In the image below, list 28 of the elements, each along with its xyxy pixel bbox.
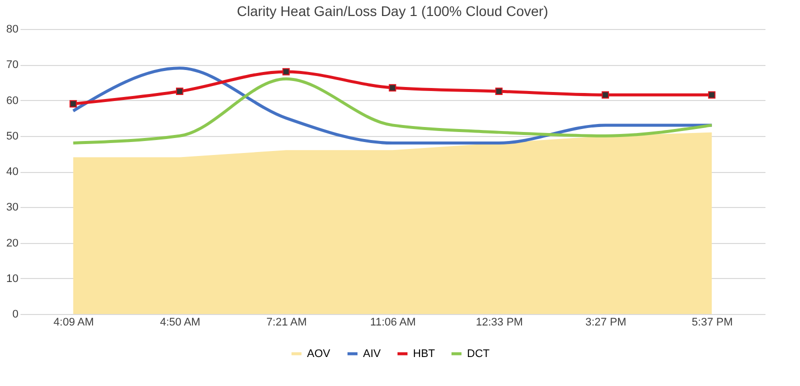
point <box>708 91 716 99</box>
x-tick-label: 3:27 PM <box>585 316 626 328</box>
legend-label: AIV <box>363 348 382 360</box>
point <box>388 84 396 92</box>
point <box>176 88 184 96</box>
x-tick-label: 11:06 AM <box>370 316 416 328</box>
y-tick-label: 50 <box>6 130 18 142</box>
legend-label: DCT <box>467 348 490 360</box>
legend-label: HBT <box>413 348 436 360</box>
point <box>282 68 290 76</box>
x-tick-label: 4:09 AM <box>54 316 94 328</box>
y-tick-label: 70 <box>6 59 18 72</box>
y-tick-label: 0 <box>12 308 18 320</box>
point <box>495 88 503 96</box>
x-tick-label: 4:50 AM <box>160 316 200 328</box>
y-tick-label: 80 <box>6 24 18 36</box>
x-tick-label: 7:21 AM <box>266 316 307 328</box>
y-tick-label: 20 <box>6 237 18 250</box>
point <box>70 100 77 108</box>
x-tick-label: 5:37 PM <box>692 316 733 328</box>
chart-title: Clarity Heat Gain/Loss Day 1 (100% Cloud Cover) <box>236 3 548 19</box>
y-tick-label: 60 <box>6 94 18 107</box>
x-tick-label: 12:33 PM <box>476 316 523 328</box>
y-tick-label: 40 <box>6 166 18 178</box>
point <box>602 91 610 99</box>
y-tick-label: 30 <box>6 202 18 214</box>
y-tick-label: 10 <box>6 272 18 285</box>
legend-label: AOV <box>307 348 331 360</box>
